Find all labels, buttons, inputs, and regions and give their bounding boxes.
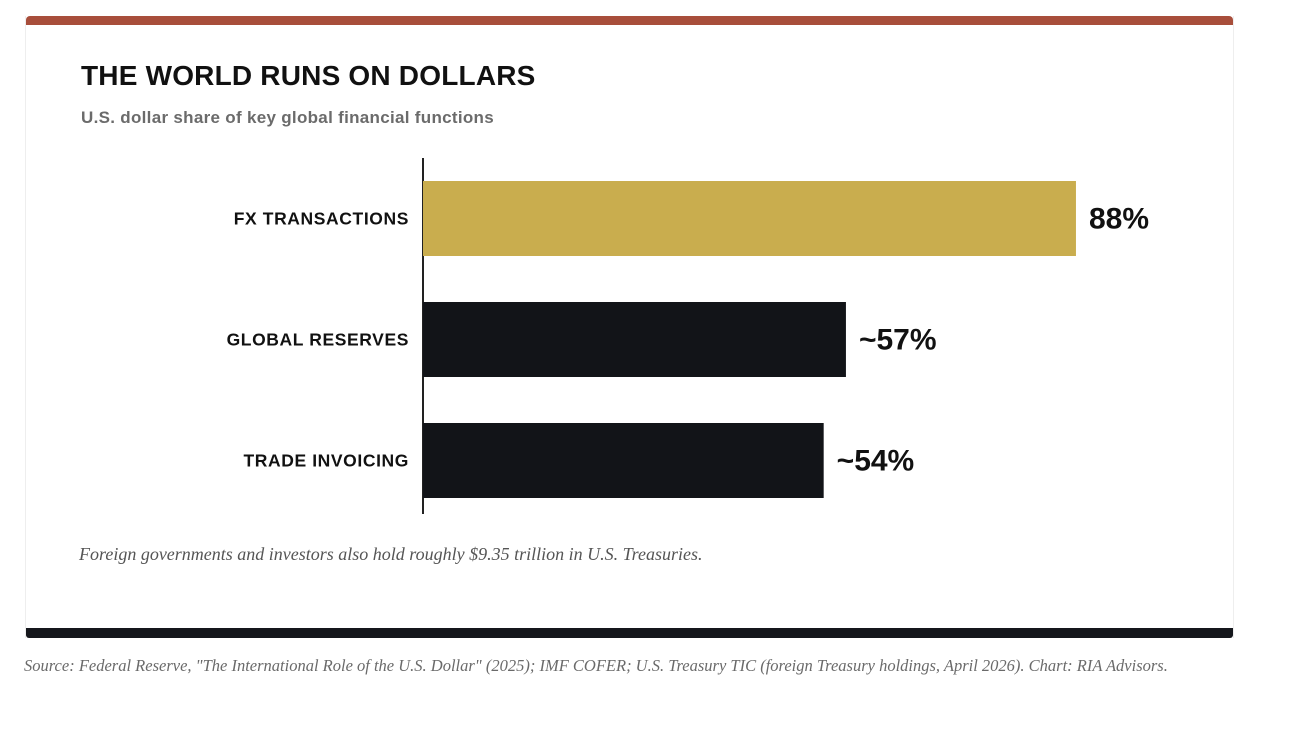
bar-trade-invoicing [423, 423, 824, 498]
category-label: TRADE INVOICING [243, 451, 409, 471]
bar-fx-transactions [423, 181, 1076, 256]
chart-card: THE WORLD RUNS ON DOLLARS U.S. dollar sh… [25, 16, 1234, 638]
chart-note: Foreign governments and investors also h… [79, 544, 703, 564]
top-accent-bar [26, 16, 1233, 25]
chart-title: THE WORLD RUNS ON DOLLARS [81, 60, 536, 91]
source-caption: Source: Federal Reserve, "The Internatio… [24, 656, 1168, 675]
value-label: ~57% [859, 324, 937, 357]
category-label: GLOBAL RESERVES [227, 330, 409, 350]
category-label: FX TRANSACTIONS [234, 209, 409, 229]
bottom-accent-bar [26, 628, 1233, 638]
value-label: 88% [1089, 203, 1149, 236]
value-label: ~54% [837, 445, 915, 478]
bar-global-reserves [423, 302, 846, 377]
bar-chart: FX TRANSACTIONS 88% GLOBAL RESERVES ~57% TRA… [227, 158, 1149, 514]
chart-subtitle: U.S. dollar share of key global financia… [81, 108, 494, 127]
